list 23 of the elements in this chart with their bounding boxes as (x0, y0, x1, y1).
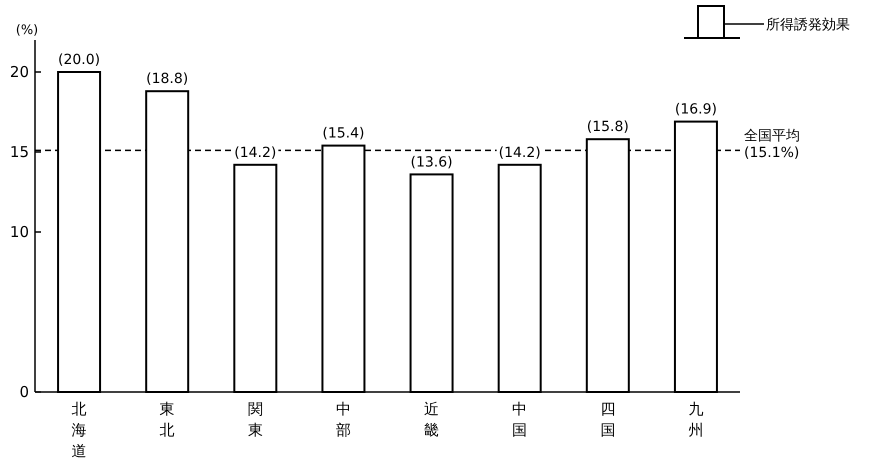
data-label: (13.6) (410, 154, 453, 170)
data-label: (20.0) (58, 52, 100, 68)
x-tick-label: 九州 (688, 400, 704, 439)
data-label: (18.8) (146, 71, 188, 88)
data-label: (16.9) (674, 102, 717, 118)
y-tick-label: 0 (19, 383, 29, 401)
data-label: (15.8) (586, 119, 629, 136)
y-tick-label: 10 (10, 223, 29, 241)
data-label: (15.4) (322, 126, 364, 142)
x-tick-label: 四国 (600, 400, 616, 439)
legend-label: 所得誘発効果 (766, 17, 850, 33)
x-tick-label: 中部 (336, 400, 351, 439)
x-tick-label: 東北 (160, 400, 175, 439)
x-tick-label: 近畿 (424, 400, 440, 439)
ref-line-label: 全国平均 (15.1%) (744, 128, 801, 162)
y-tick-label: 15 (10, 143, 29, 161)
x-tick-label: 北海道 (72, 400, 87, 460)
data-label: (14.2) (234, 144, 276, 161)
y-axis-title: (%) (16, 23, 38, 38)
y-tick-label: 20 (10, 63, 29, 81)
x-tick-label: 中国 (512, 400, 528, 439)
data-label: (14.2) (498, 144, 541, 161)
x-tick-label: 関東 (248, 400, 263, 439)
